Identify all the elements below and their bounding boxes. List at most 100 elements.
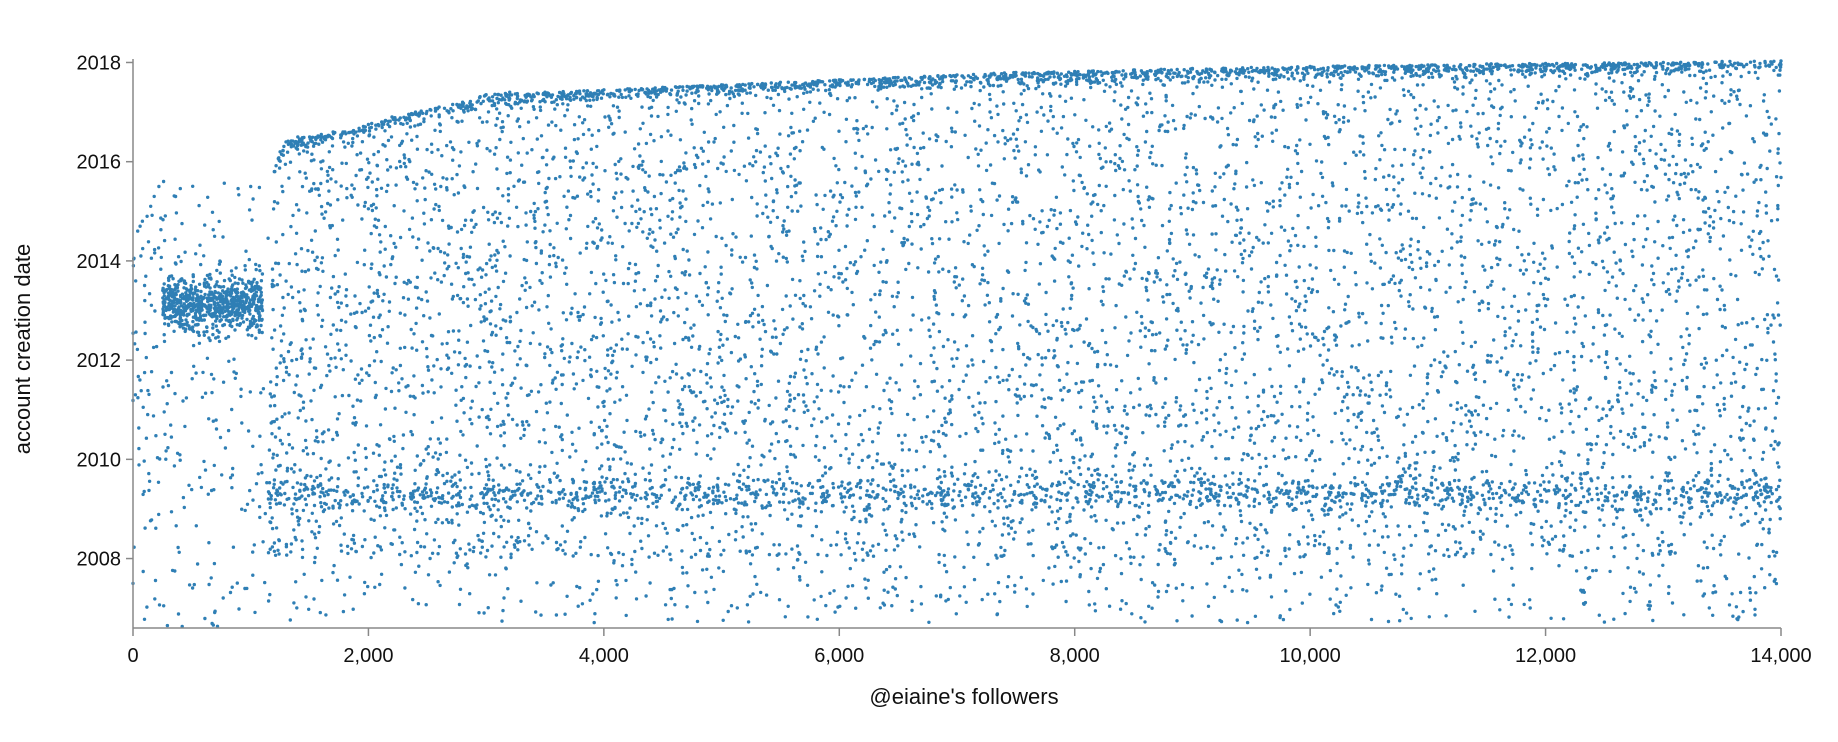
data-point: [793, 371, 798, 375]
data-point: [822, 446, 827, 450]
data-point: [171, 292, 175, 297]
data-point: [1535, 207, 1540, 211]
data-point: [1563, 514, 1567, 518]
data-point: [1398, 212, 1403, 216]
data-point: [373, 217, 377, 221]
data-point: [292, 390, 296, 395]
data-point: [1584, 427, 1589, 431]
data-point: [671, 422, 675, 426]
data-point: [1394, 592, 1398, 596]
data-point: [161, 287, 165, 291]
data-point: [269, 497, 273, 501]
data-point: [289, 224, 293, 229]
data-point: [142, 283, 147, 288]
data-point: [133, 342, 137, 346]
data-point: [463, 458, 468, 462]
data-point: [393, 454, 397, 458]
data-point: [220, 473, 224, 477]
data-point: [607, 125, 611, 129]
data-point: [718, 338, 722, 342]
data-point: [521, 423, 525, 427]
data-point: [224, 318, 228, 322]
data-point: [472, 545, 476, 550]
data-point: [565, 205, 569, 209]
data-point: [1097, 141, 1101, 145]
data-point: [1058, 240, 1063, 244]
data-point: [214, 427, 219, 431]
data-point: [260, 307, 264, 311]
data-point: [937, 270, 941, 274]
data-point: [788, 152, 793, 156]
data-point: [1547, 437, 1552, 441]
data-point: [192, 582, 196, 587]
data-point: [1274, 334, 1279, 339]
data-point: [642, 433, 647, 437]
data-point: [1272, 414, 1276, 418]
data-point: [1356, 205, 1360, 209]
data-point: [1052, 356, 1056, 360]
data-point: [1445, 548, 1450, 552]
data-point: [161, 179, 166, 184]
data-point: [749, 234, 753, 238]
data-point: [421, 176, 425, 180]
data-point: [848, 415, 852, 419]
data-point: [257, 315, 262, 319]
data-point: [1206, 520, 1211, 524]
data-point: [1125, 353, 1130, 358]
data-point: [260, 471, 264, 475]
data-point: [888, 192, 892, 196]
data-point: [1068, 469, 1072, 474]
data-point: [1204, 495, 1209, 500]
data-point: [282, 144, 286, 149]
data-point: [599, 514, 604, 518]
data-point: [1176, 440, 1180, 444]
data-point: [1704, 500, 1708, 504]
data-point: [465, 340, 470, 344]
data-point: [514, 205, 519, 209]
data-point: [1188, 116, 1193, 120]
data-point: [397, 389, 401, 393]
data-point: [573, 292, 577, 296]
data-point: [844, 447, 848, 451]
data-point: [254, 325, 259, 329]
data-point: [1536, 269, 1540, 273]
data-point: [1761, 240, 1765, 245]
data-point: [240, 278, 244, 282]
data-point: [557, 497, 562, 501]
data-point: [966, 303, 971, 308]
data-point: [498, 488, 502, 492]
data-point: [882, 388, 886, 393]
data-point: [309, 238, 314, 242]
data-point: [1091, 420, 1095, 424]
data-point: [824, 88, 828, 93]
data-point: [579, 540, 583, 544]
data-point: [1512, 449, 1516, 453]
data-point: [752, 389, 756, 394]
data-point: [1669, 132, 1674, 136]
data-point: [1387, 280, 1392, 284]
data-point: [138, 378, 142, 382]
data-point: [581, 468, 585, 472]
data-point: [1031, 449, 1035, 453]
data-point: [788, 476, 792, 481]
data-point: [1603, 360, 1608, 365]
data-point: [1234, 542, 1238, 546]
data-point: [169, 304, 173, 308]
data-point: [1055, 71, 1060, 75]
data-point: [1697, 275, 1701, 279]
data-point: [278, 273, 282, 277]
data-point: [1486, 307, 1491, 311]
data-point: [611, 484, 615, 488]
data-point: [1353, 476, 1357, 480]
data-point: [1082, 508, 1086, 512]
data-point: [779, 166, 783, 171]
data-point: [339, 301, 343, 305]
data-point: [366, 584, 370, 589]
data-point: [1576, 305, 1580, 309]
data-point: [962, 294, 967, 298]
data-point: [1180, 81, 1185, 85]
data-point: [1503, 316, 1507, 321]
data-point: [1416, 248, 1420, 252]
data-point: [137, 446, 141, 451]
data-point: [1518, 187, 1522, 191]
